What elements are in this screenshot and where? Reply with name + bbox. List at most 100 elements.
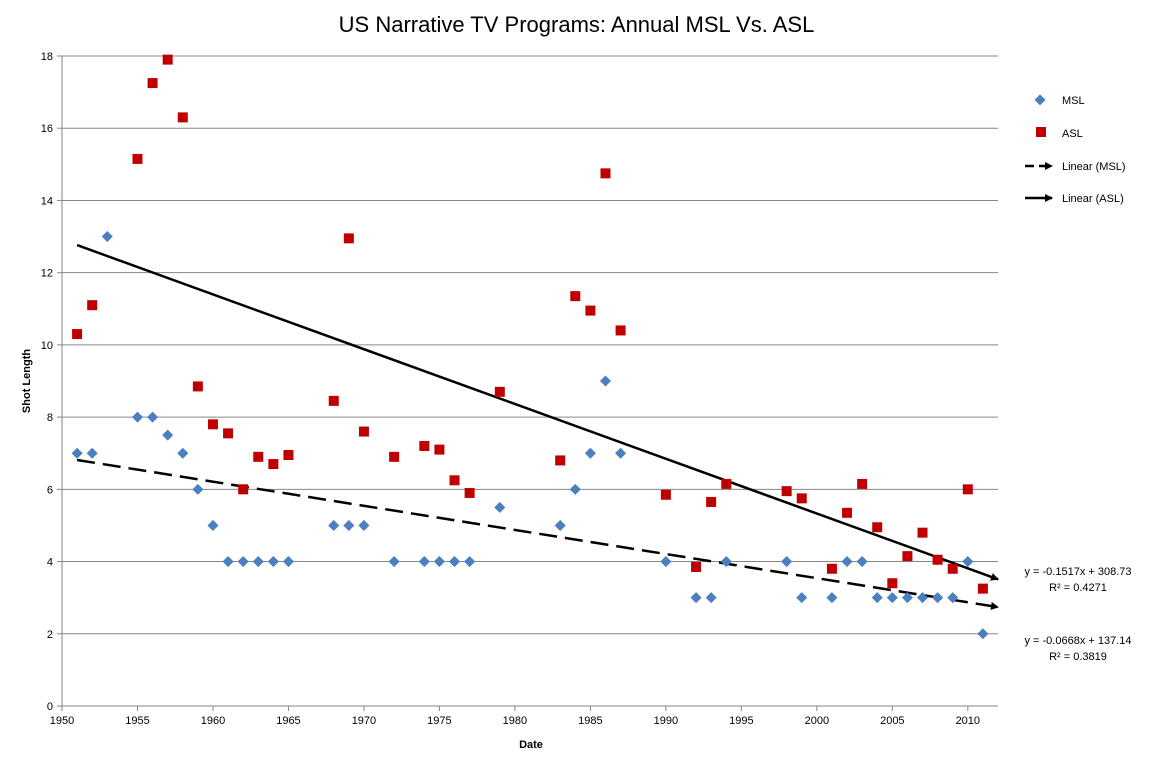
y-tick-label: 6	[47, 484, 53, 496]
x-tick-label: 1995	[729, 715, 753, 727]
legend-asl-marker	[1036, 127, 1046, 137]
legend-item-asl: ASL	[1036, 127, 1083, 140]
msl-point	[615, 447, 627, 459]
asl-point	[555, 455, 566, 466]
asl-equation: y = -0.1517x + 308.73	[1024, 566, 1131, 578]
x-axis-ticks: 1950 1955 1960 1965 1970 1975 1980 1985 1990 1995…	[50, 706, 980, 727]
legend-linear-asl-label: Linear (ASL)	[1062, 193, 1124, 205]
msl-point	[977, 628, 989, 640]
msl-point	[917, 592, 929, 604]
msl-point	[720, 556, 732, 568]
asl-point	[585, 305, 596, 316]
x-axis-title: Date	[519, 739, 543, 751]
msl-point	[584, 447, 596, 459]
x-tick-label: 1970	[352, 715, 376, 727]
y-tick-label: 0	[47, 701, 53, 713]
y-tick-label: 2	[47, 629, 53, 641]
trendlines	[76, 243, 999, 610]
x-tick-label: 2010	[956, 715, 980, 727]
asl-point	[887, 578, 898, 589]
msl-point	[826, 592, 838, 604]
msl-point	[705, 592, 717, 604]
asl-point	[660, 489, 671, 500]
msl-point	[418, 556, 430, 568]
y-tick-label: 10	[41, 340, 53, 352]
gridlines	[62, 55, 998, 635]
y-tick-label: 14	[41, 195, 53, 207]
x-tick-label: 1950	[50, 715, 74, 727]
axes	[61, 56, 998, 707]
msl-point	[131, 411, 143, 423]
msl-equation: y = -0.0668x + 137.14	[1024, 635, 1131, 647]
asl-point	[162, 54, 173, 65]
msl-point	[207, 519, 219, 531]
msl-point	[101, 231, 113, 243]
x-tick-label: 1985	[578, 715, 602, 727]
asl-point	[842, 507, 853, 518]
msl-point	[252, 556, 264, 568]
asl-point	[192, 381, 203, 392]
asl-point	[72, 329, 83, 340]
asl-point	[691, 561, 702, 572]
x-tick-label: 2005	[880, 715, 904, 727]
data-points	[71, 54, 989, 640]
msl-point	[841, 556, 853, 568]
msl-point	[222, 556, 234, 568]
y-tick-label: 4	[47, 557, 53, 569]
asl-point	[615, 325, 626, 336]
msl-point	[177, 447, 189, 459]
x-tick-label: 2000	[805, 715, 829, 727]
asl-point	[389, 451, 400, 462]
msl-point	[388, 556, 400, 568]
legend-msl-marker	[1034, 94, 1046, 106]
asl-point	[223, 428, 234, 439]
x-tick-label: 1965	[276, 715, 300, 727]
asl-point	[917, 527, 928, 538]
msl-point	[267, 556, 279, 568]
asl-trendline	[76, 243, 999, 581]
msl-point	[871, 592, 883, 604]
asl-point	[872, 522, 883, 533]
asl-point	[600, 168, 611, 179]
asl-point	[434, 444, 445, 455]
msl-point	[494, 501, 506, 513]
msl-point	[660, 556, 672, 568]
asl-point	[177, 112, 188, 123]
asl-point	[796, 493, 807, 504]
asl-point	[962, 484, 973, 495]
msl-point	[282, 556, 294, 568]
x-tick-label: 1980	[503, 715, 527, 727]
asl-point	[464, 487, 475, 498]
legend-item-msl: MSL	[1034, 94, 1085, 107]
asl-point	[238, 484, 249, 495]
asl-point	[268, 459, 279, 470]
trend-equation-asl: y = -0.1517x + 308.73 R² = 0.4271	[1024, 566, 1131, 594]
asl-point	[132, 153, 143, 164]
asl-point	[419, 441, 430, 451]
msl-point	[781, 556, 793, 568]
y-tick-label: 12	[41, 268, 53, 280]
msl-point	[796, 592, 808, 604]
y-tick-label: 8	[47, 412, 53, 424]
msl-point	[237, 556, 249, 568]
msl-point	[449, 556, 461, 568]
msl-point	[71, 447, 83, 459]
msl-point	[932, 592, 944, 604]
asl-point	[706, 496, 717, 507]
x-tick-label: 1960	[201, 715, 225, 727]
msl-point	[147, 411, 159, 423]
trend-equation-msl: y = -0.0668x + 137.14 R² = 0.3819	[1024, 635, 1131, 663]
msl-point	[464, 556, 476, 568]
asl-point	[781, 486, 792, 497]
msl-point	[328, 519, 340, 531]
asl-point	[570, 291, 581, 302]
asl-point	[494, 386, 505, 397]
legend-linear-msl-label: Linear (MSL)	[1062, 161, 1126, 173]
msl-point	[343, 519, 355, 531]
msl-point	[690, 592, 702, 604]
legend-msl-label: MSL	[1062, 95, 1085, 107]
asl-point	[207, 419, 218, 430]
asl-point	[857, 478, 868, 489]
x-tick-label: 1975	[427, 715, 451, 727]
msl-point	[162, 429, 174, 441]
